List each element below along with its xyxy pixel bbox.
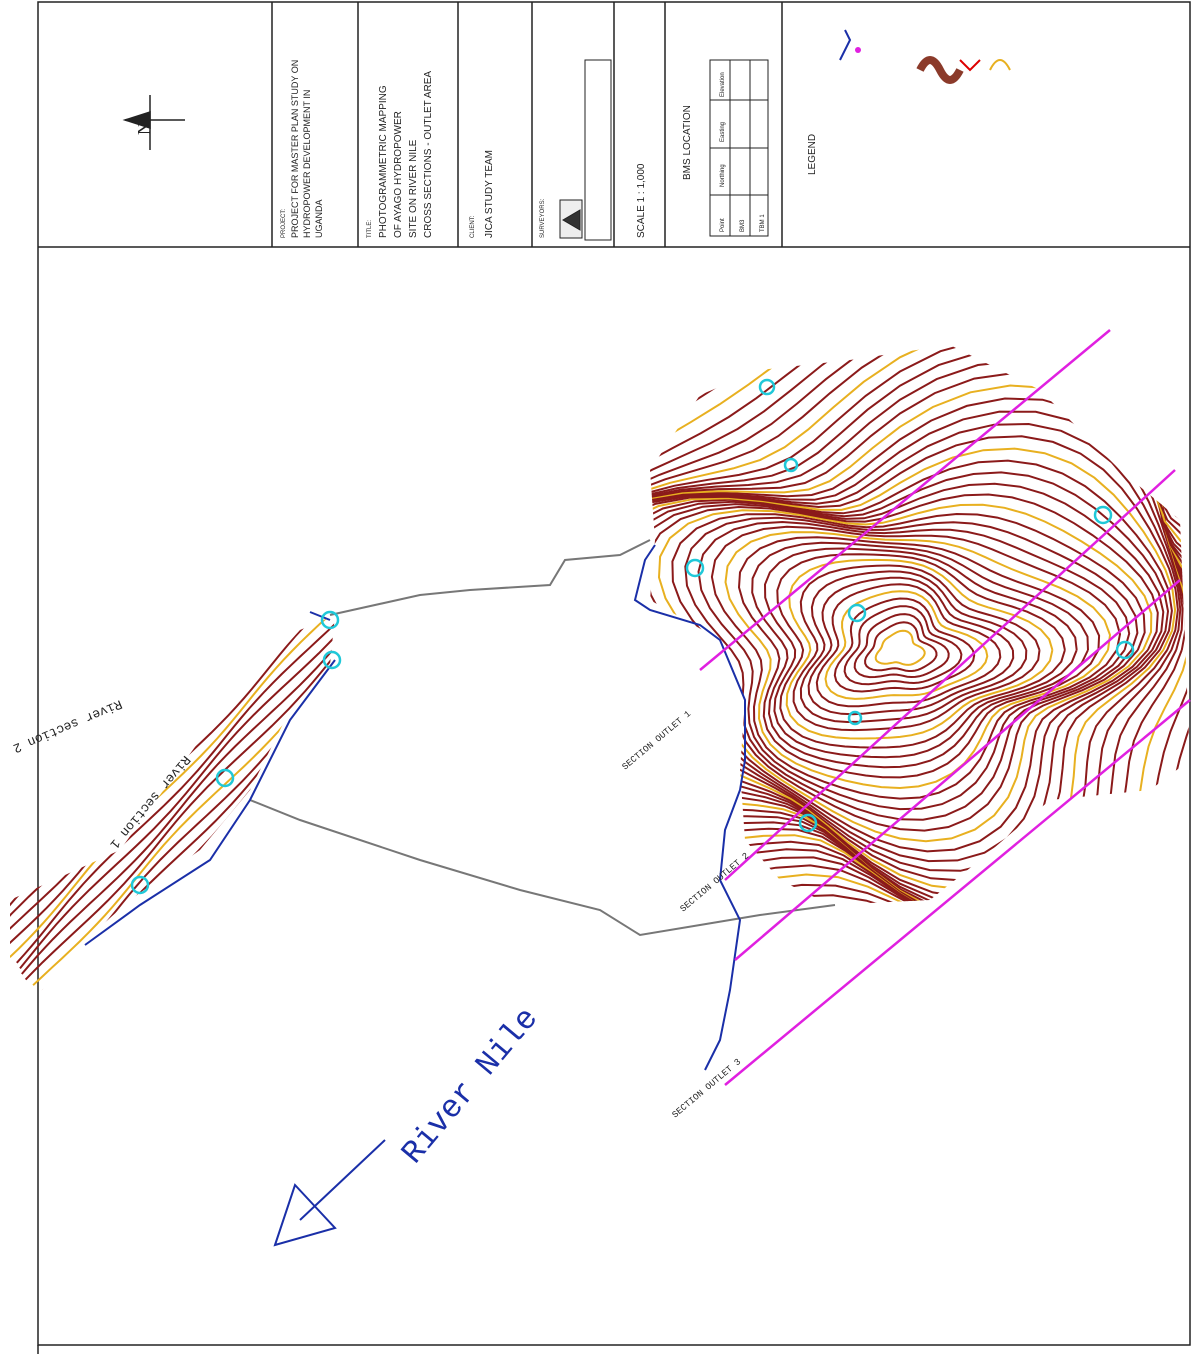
block-text: Point (720, 218, 726, 232)
river-section-label: River section 2 (11, 696, 125, 756)
legend-title: LEGEND (807, 134, 818, 175)
section-label: SECTION OUTLET 2 (679, 851, 752, 914)
contour (710, 525, 1122, 800)
contour (10, 615, 320, 942)
contour (776, 553, 1066, 749)
block-text: HYDROPOWER DEVELOPMENT IN (302, 90, 312, 238)
river-label: River Nile (394, 1001, 546, 1172)
contour (697, 520, 1131, 811)
frame (37, 1, 1191, 1354)
contours (10, 345, 1190, 1003)
block-text: Northing (720, 164, 726, 187)
block-text: CROSS SECTIONS - OUTLET AREA (423, 71, 434, 238)
contour (24, 628, 335, 981)
contour (792, 564, 1041, 732)
client-label: CLIENT: (470, 215, 476, 238)
block-text: UGANDA (314, 199, 324, 238)
block-text: PHOTOGRAMMETRIC MAPPING (378, 85, 389, 238)
contour (10, 615, 335, 958)
contour (724, 531, 1112, 790)
contour-group (10, 615, 335, 1003)
block-text: Easting (720, 122, 726, 142)
contour (815, 583, 1002, 708)
block-text: Elevation (720, 72, 726, 97)
contour (864, 621, 938, 672)
contour (19, 617, 335, 970)
contour (737, 536, 1101, 779)
contour (41, 640, 335, 992)
contour (49, 645, 335, 998)
contour (833, 597, 976, 693)
project-label: PROJECT: (281, 209, 287, 238)
survey-lines (249, 539, 836, 937)
contour (684, 516, 1139, 821)
contour (21, 623, 335, 975)
block-text: SITE ON RIVER NILE (408, 139, 419, 238)
contour (763, 547, 1078, 759)
surveyors-label: SURVEYORS: (540, 198, 546, 238)
surveyor-logo (559, 59, 612, 241)
title-label: TITLE: (367, 220, 373, 238)
block-text: PROJECT FOR MASTER PLAN STUDY ON (290, 60, 300, 238)
scale: SCALE 1 : 1,000 (636, 163, 647, 238)
contour (874, 629, 926, 666)
benchmarks (130, 378, 1135, 895)
block-text: OF AYAGO HYDROPOWER (393, 111, 404, 238)
contour (16, 615, 335, 964)
block-text: TBM 1 (760, 214, 766, 232)
contour (843, 605, 963, 686)
client: JICA STUDY TEAM (484, 150, 495, 238)
river-banks (84, 544, 746, 1071)
contour (751, 541, 1089, 769)
legend-symbols (839, 29, 1011, 84)
contour (32, 634, 335, 986)
section-lines (699, 329, 1191, 1086)
block-text: BM3 (740, 219, 746, 232)
section-label: SECTION OUTLET 1 (621, 709, 694, 772)
contour (10, 615, 306, 925)
contour (807, 576, 1015, 716)
bms-table (709, 59, 769, 237)
north-label: N (134, 122, 154, 135)
bms-title: BMS LOCATION (682, 105, 693, 180)
contour (853, 613, 950, 679)
contour (10, 615, 323, 947)
contour (785, 558, 1054, 740)
river-section-label: River section 1 (107, 752, 194, 851)
north-arrow (122, 95, 185, 150)
contour (799, 570, 1028, 724)
flow-arrow (273, 1139, 386, 1247)
